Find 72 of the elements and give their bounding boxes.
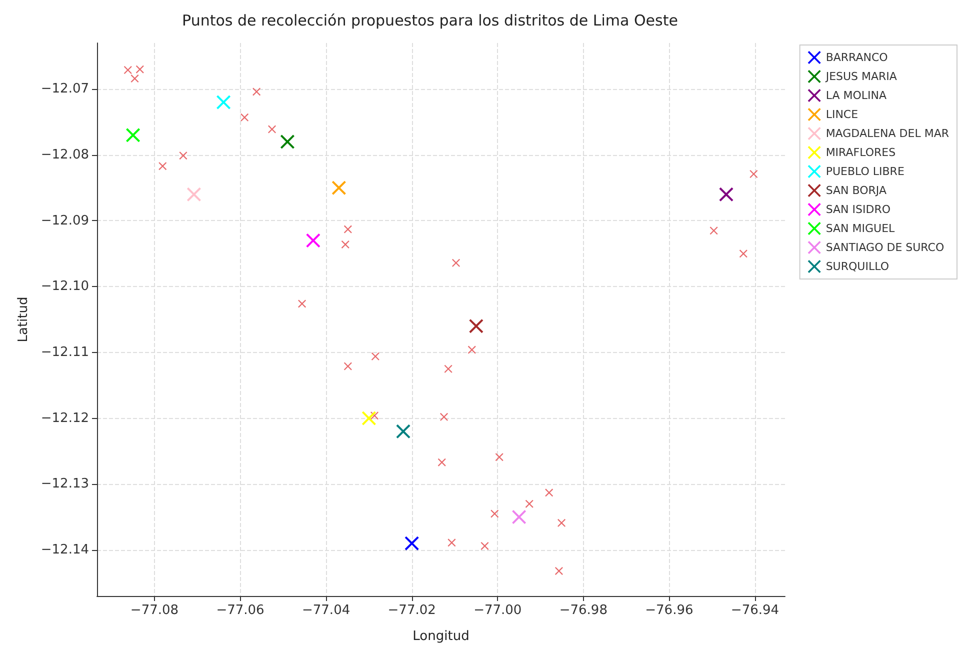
point [444,364,452,373]
y-tick-label: −12.14 [40,542,89,558]
y-tick-label: −12.12 [40,410,89,426]
legend-label: SURQUILLO [826,260,890,273]
legend-label: SAN BORJA [826,184,887,197]
point [545,488,554,497]
y-tick-label: −12.10 [40,279,89,294]
point [344,362,352,370]
point [332,180,346,195]
point [280,134,294,149]
point [252,88,261,96]
legend-label: MAGDALENA DEL MAR [826,127,950,140]
x-tick-label: −76.96 [645,603,694,618]
point [306,234,320,248]
chart-title: Puntos de recolección propuestos para los distritos de Lima Oeste [182,12,678,30]
point [469,319,484,334]
point [719,187,734,202]
y-tick-label: −12.11 [40,344,89,360]
y-axis-title: Latitud [16,296,31,342]
point [448,538,456,547]
x-tick-label: −77.00 [474,603,522,618]
point [158,162,167,170]
y-tick-label: −12.07 [40,82,89,97]
point [554,566,563,575]
point [130,74,139,83]
point [268,125,276,134]
point [362,411,376,426]
x-tick-label: −77.02 [388,603,436,618]
point [124,66,132,74]
point [404,536,419,550]
point [186,187,201,202]
x-tick-label: −77.04 [302,603,350,618]
point [468,346,476,354]
x-tick-label: −76.94 [730,603,780,618]
point [710,226,718,235]
point [452,258,460,267]
legend-label: MIRAFLORES [826,146,896,159]
point [216,95,231,110]
point [558,518,566,527]
legend-label: SAN ISIDRO [826,203,891,216]
y-tick-label: −12.13 [40,476,89,492]
point [480,542,489,550]
y-tick-label: −12.09 [40,213,89,228]
point [298,300,306,308]
x-axis-title: Longitud [412,629,470,644]
point [739,250,748,258]
point [440,412,448,421]
point [126,128,140,142]
legend-label: JESUS MARIA [824,70,898,83]
point [136,65,144,74]
x-tick-label: −76.98 [559,603,608,618]
legend-label: LINCE [826,108,858,121]
point [750,170,758,178]
legend-label: PUEBLO LIBRE [826,165,904,178]
point [490,510,499,518]
legend-label: SANTIAGO DE SURCO [826,241,944,254]
point [396,424,410,438]
point [179,152,188,160]
point [344,225,352,234]
point [371,352,380,360]
legend-label: SAN MIGUEL [826,222,896,235]
x-tick-label: −77.06 [216,603,264,618]
x-tick-label: −77.08 [130,603,179,618]
point [525,500,534,508]
point [438,458,446,466]
point [495,453,504,462]
point [341,240,350,248]
point [512,510,526,524]
legend-label: LA MOLINA [826,89,887,102]
y-tick-label: −12.08 [40,147,89,162]
point [240,113,249,122]
legend-label: BARRANCO [826,51,888,64]
